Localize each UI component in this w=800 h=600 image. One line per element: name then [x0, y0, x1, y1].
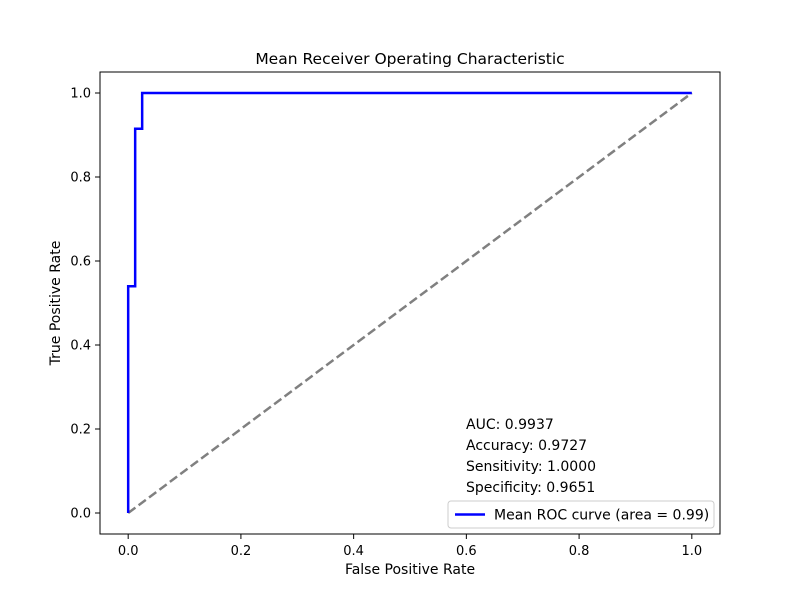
- x-tick-label: 1.0: [681, 544, 702, 559]
- roc-curve-line: [126, 91, 692, 513]
- series-layer: [126, 91, 693, 515]
- x-axis-ticks: 0.0 0.2 0.4 0.6 0.8 1.0: [118, 534, 702, 559]
- accuracy-annotation: Accuracy: 0.9727: [466, 438, 587, 454]
- x-axis-label: False Positive Rate: [345, 562, 475, 578]
- legend-box: [447, 500, 715, 529]
- y-tick-label: 0.2: [70, 423, 91, 438]
- y-axis-ticks: 0.0 0.2 0.4 0.6 0.8 1.0: [70, 87, 100, 522]
- x-tick-label: 0.8: [569, 544, 590, 559]
- y-tick-label: 0.8: [70, 171, 91, 186]
- x-tick-label: 0.6: [456, 544, 477, 559]
- x-tick-label: 0.4: [343, 544, 364, 559]
- x-tick-label: 0.2: [231, 544, 252, 559]
- chart-title: Mean Receiver Operating Characteristic: [255, 50, 564, 68]
- specificity-annotation: Specificity: 0.9651: [466, 480, 595, 496]
- chance-diagonal-line: [127, 91, 693, 515]
- y-tick-label: 0.0: [70, 507, 91, 522]
- sensitivity-annotation: Sensitivity: 1.0000: [466, 459, 596, 475]
- x-tick-label: 0.0: [118, 544, 139, 559]
- y-axis-label: True Positive Rate: [48, 241, 64, 367]
- y-tick-label: 0.6: [70, 255, 91, 270]
- metrics-annotations: AUC: 0.9937 Accuracy: 0.9727 Sensitivity…: [466, 417, 596, 496]
- auc-annotation: AUC: 0.9937: [466, 417, 554, 433]
- legend-label-roc: Mean ROC curve (area = 0.99): [494, 508, 709, 524]
- y-tick-label: 0.4: [70, 339, 91, 354]
- y-tick-label: 1.0: [70, 87, 91, 102]
- legend: Mean ROC curve (area = 0.99): [447, 500, 715, 529]
